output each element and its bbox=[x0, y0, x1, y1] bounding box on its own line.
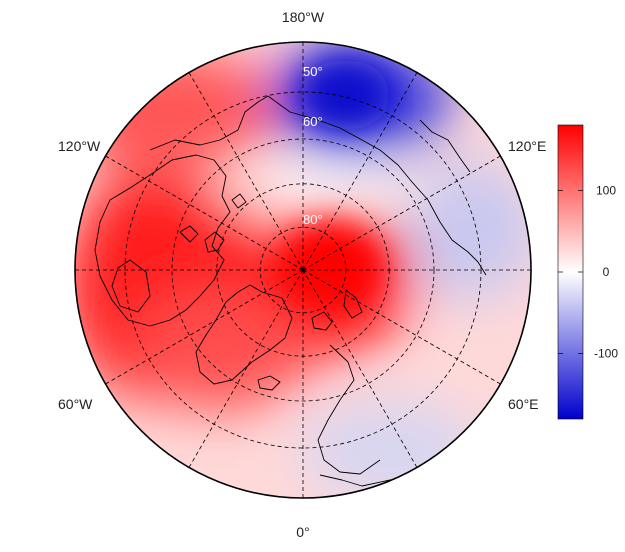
field-asia-low bbox=[400, 160, 531, 300]
lon-label-0: 0° bbox=[296, 524, 309, 540]
graticule-lon-120 bbox=[302, 155, 501, 271]
graticule-lon-30 bbox=[302, 269, 418, 468]
lon-label-120e: 120°E bbox=[508, 138, 546, 154]
novaya-zemlya-coast bbox=[343, 289, 363, 319]
kamchatka-coast bbox=[419, 119, 471, 173]
graticule-lon-240 bbox=[105, 155, 304, 271]
svalbard-coast bbox=[311, 311, 333, 331]
scandinavia-coast bbox=[317, 344, 381, 475]
colorbar: 100 0 -100 bbox=[557, 124, 618, 420]
colorbar-tick-label: -100 bbox=[594, 347, 618, 361]
colorbar-ticks: 100 0 -100 bbox=[558, 183, 618, 361]
lat-label-80: 80° bbox=[303, 212, 323, 227]
graticule bbox=[75, 42, 531, 498]
greenland-coast bbox=[195, 284, 293, 385]
graticule-lon-300 bbox=[105, 269, 304, 385]
lat-label-60: 60° bbox=[303, 114, 323, 129]
lat-label-50: 50° bbox=[303, 64, 323, 79]
graticule-lon-60 bbox=[302, 269, 501, 385]
latitude-labels: 50° 60° 80° bbox=[303, 64, 323, 227]
field-atlantic-white bbox=[235, 162, 425, 218]
lon-label-120w: 120°W bbox=[58, 138, 101, 154]
alaska-coast bbox=[149, 95, 269, 151]
graticule-lon-210 bbox=[188, 72, 304, 271]
field-siberia-core bbox=[300, 60, 390, 130]
anomaly-field bbox=[75, 42, 531, 498]
lon-label-60e: 60°E bbox=[508, 396, 539, 412]
map-boundary-circle bbox=[74, 41, 532, 499]
lon-label-180w: 180°W bbox=[282, 9, 325, 25]
iceland-coast bbox=[257, 375, 281, 391]
siberia-coast bbox=[267, 95, 487, 276]
canadian-arctic-coast bbox=[94, 154, 231, 327]
graticule-lat-60 bbox=[171, 138, 435, 402]
graticule-lon-330 bbox=[188, 269, 304, 468]
field-europe-low bbox=[300, 400, 480, 498]
islands-cluster bbox=[179, 193, 247, 253]
colorbar-tick-label: 0 bbox=[603, 265, 610, 279]
lon-label-60w: 60°W bbox=[58, 396, 93, 412]
field-core-max bbox=[275, 220, 385, 310]
longitude-labels: 180°W 120°W 120°E 60°W 60°E 0° bbox=[58, 9, 546, 540]
field-greenland-red bbox=[130, 290, 310, 410]
graticule-lon-150 bbox=[302, 72, 418, 271]
colorbar-tick-label: 100 bbox=[596, 183, 616, 197]
